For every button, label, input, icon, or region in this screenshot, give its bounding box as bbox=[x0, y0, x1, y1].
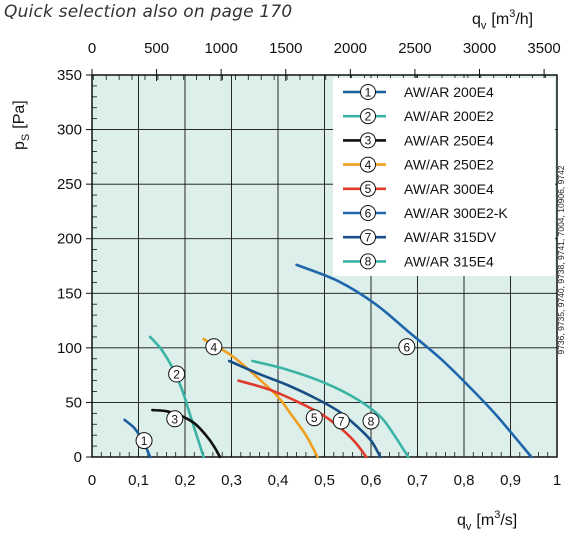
minor-ticks bbox=[92, 75, 549, 457]
y-tick-label: 100 bbox=[57, 340, 82, 357]
legend-number: 6 bbox=[365, 206, 372, 220]
legend-label: AW/AR 250E2 bbox=[404, 157, 494, 173]
legend-number-badge bbox=[360, 180, 376, 197]
legend-number: 2 bbox=[365, 110, 372, 124]
y-tick-label: 200 bbox=[57, 231, 82, 248]
curve-number-label: 2 bbox=[173, 368, 180, 382]
curve-number-badge bbox=[205, 338, 223, 356]
curve-number-badge bbox=[332, 412, 350, 430]
top-tick-label: 0 bbox=[88, 40, 96, 57]
curve-number-badge bbox=[398, 338, 416, 356]
page-note: Quick selection also on page 170 bbox=[4, 2, 293, 22]
curve-number-badge bbox=[135, 432, 153, 450]
top-tick-label: 1000 bbox=[204, 40, 237, 57]
axis-titles: qv [m3/h] qv [m3/s] pS[Pa] bbox=[11, 8, 533, 533]
curves: 1 2 3 4 5 6 7 8 bbox=[123, 263, 533, 459]
top-tick-label: 3000 bbox=[463, 40, 496, 57]
legend: 1 AW/AR 200E4 2 AW/AR 200E2 3 AW/AR 250E4 4 AW/… bbox=[333, 78, 555, 276]
legend-number-badge bbox=[360, 156, 376, 173]
top-tick-label: 2000 bbox=[334, 40, 367, 57]
x-axis-bottom-ticks: 0 0,1 0,2 0,3 0,4 0,5 0,6 0,7 0,8 0,9 1 bbox=[88, 472, 561, 489]
curve-number-badge bbox=[305, 409, 323, 427]
legend-label: AW/AR 250E4 bbox=[404, 132, 494, 148]
legend-number-badge bbox=[360, 253, 376, 270]
curve-number-label: 6 bbox=[403, 340, 410, 354]
legend-number: 1 bbox=[365, 85, 372, 99]
legend-label: AW/AR 300E2-K bbox=[404, 205, 508, 221]
legend-label: AW/AR 200E2 bbox=[404, 108, 494, 124]
x-tick-label: 0,8 bbox=[454, 472, 475, 489]
curve-number-badge bbox=[362, 412, 380, 430]
x-bottom-axis-title: qv [m3/s] bbox=[457, 509, 517, 533]
x-top-axis-title: qv [m3/h] bbox=[472, 8, 533, 32]
curve-number-label: 1 bbox=[141, 434, 148, 448]
legend-number-badge bbox=[360, 132, 376, 149]
legend-number-badge bbox=[360, 84, 376, 100]
curve-number-label: 3 bbox=[171, 412, 178, 426]
x-tick-label: 0 bbox=[88, 472, 96, 489]
legend-label: AW/AR 315DV bbox=[404, 229, 497, 245]
x-tick-label: 0,4 bbox=[268, 472, 289, 489]
x-tick-label: 1 bbox=[553, 472, 561, 489]
legend-number-badge bbox=[360, 229, 376, 246]
curve-7 bbox=[227, 359, 382, 459]
x-tick-label: 0,9 bbox=[500, 472, 521, 489]
legend-number: 8 bbox=[365, 255, 372, 269]
curve-number-badge bbox=[166, 410, 184, 428]
legend-number: 5 bbox=[365, 182, 372, 196]
curve-number-label: 8 bbox=[368, 414, 375, 428]
curve-4 bbox=[202, 337, 319, 459]
y-axis-title: pS[Pa] bbox=[11, 100, 32, 150]
curve-2 bbox=[148, 335, 205, 459]
legend-label: AW/AR 200E4 bbox=[404, 84, 494, 100]
legend-number-badge bbox=[360, 205, 376, 221]
x-tick-label: 0,3 bbox=[221, 472, 242, 489]
y-tick-label: 150 bbox=[57, 285, 82, 302]
x-tick-label: 0,7 bbox=[407, 472, 428, 489]
curve-6 bbox=[295, 263, 533, 459]
y-tick-label: 0 bbox=[74, 449, 82, 466]
x-tick-label: 0,5 bbox=[314, 472, 335, 489]
y-tick-label: 250 bbox=[57, 176, 82, 193]
curve-number-label: 4 bbox=[210, 340, 217, 354]
top-tick-label: 3500 bbox=[527, 40, 560, 57]
legend-label: AW/AR 315E4 bbox=[404, 253, 494, 269]
curve-number-badge bbox=[168, 365, 186, 383]
y-tick-label: 50 bbox=[65, 394, 82, 411]
top-tick-label: 1500 bbox=[269, 40, 302, 57]
x-tick-label: 0,2 bbox=[175, 472, 196, 489]
legend-number: 7 bbox=[365, 231, 372, 245]
curve-8 bbox=[251, 359, 410, 459]
top-tick-label: 500 bbox=[144, 40, 169, 57]
legend-number: 3 bbox=[365, 134, 372, 148]
legend-label: AW/AR 300E4 bbox=[404, 181, 494, 197]
y-tick-label: 300 bbox=[57, 122, 82, 139]
top-tick-label: 2500 bbox=[398, 40, 431, 57]
y-axis-ticks: 0 50 100 150 200 250 300 350 bbox=[57, 67, 92, 466]
curve-number-label: 5 bbox=[311, 411, 318, 425]
legend-number-badge bbox=[360, 108, 376, 125]
curve-3 bbox=[151, 408, 222, 459]
x-axis-top-ticks: 0 500 1000 1500 2000 2500 3000 3500 bbox=[88, 40, 561, 81]
x-tick-label: 0,1 bbox=[128, 472, 149, 489]
legend-number: 4 bbox=[365, 158, 372, 172]
x-tick-label: 0,6 bbox=[361, 472, 382, 489]
curve-number-label: 7 bbox=[338, 414, 345, 428]
y-tick-label: 350 bbox=[57, 67, 82, 84]
